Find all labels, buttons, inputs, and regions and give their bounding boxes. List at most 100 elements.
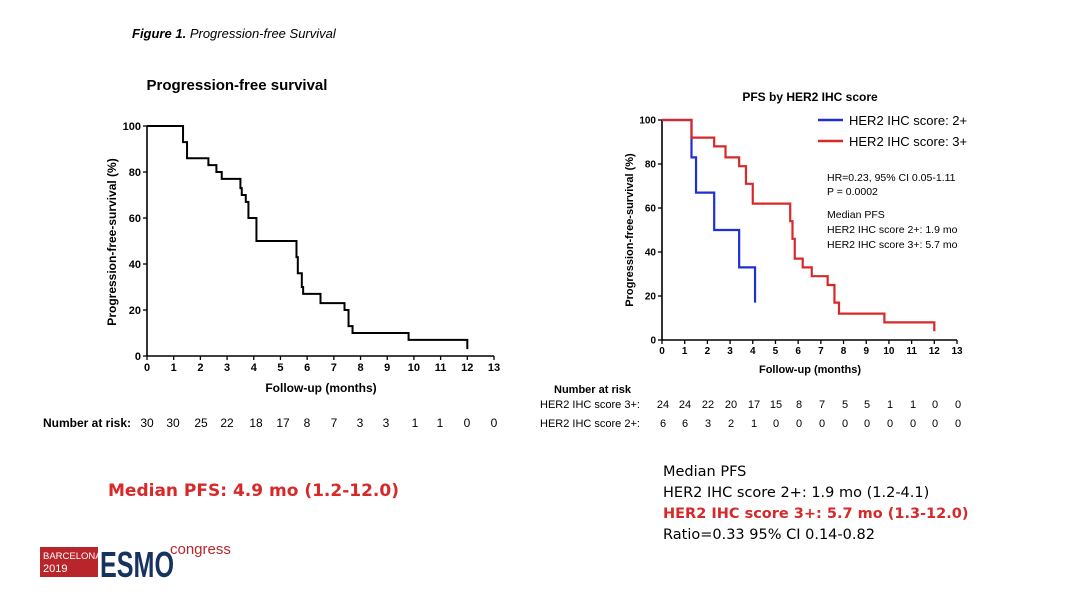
y-tick-label: 20 [129,305,141,317]
x-tick-label: 0 [659,346,665,357]
legend-label: HER2 IHC score: 2+ [849,113,967,128]
x-tick-label: 11 [906,346,917,357]
risk-value: 0 [955,418,961,430]
risk-value: 3 [357,416,364,430]
risk-value: 0 [773,418,779,430]
median-summary-ratio: Ratio=0.33 95% CI 0.14-0.82 [663,527,875,543]
x-axis-label: Follow-up (months) [265,381,376,395]
risk-value: 22 [220,416,234,430]
risk-value: 5 [842,399,848,411]
risk-table-label: Number at risk: [43,416,131,430]
km-curve-2 [662,118,936,332]
risk-row-label-3plus: HER2 IHC score 3+: [540,399,640,411]
figure-number: Figure 1. [132,26,187,41]
y-tick-label: 0 [135,351,141,363]
x-tick-label: 6 [304,362,310,374]
x-tick-label: 9 [863,346,869,357]
y-tick-label: 100 [639,116,656,127]
x-tick-label: 1 [682,346,688,357]
median-pfs-overall: Median PFS: 4.9 mo (1.2-12.0) [108,481,399,501]
x-tick-label: 7 [818,346,824,357]
risk-value: 6 [682,418,688,430]
risk-value: 7 [331,416,338,430]
y-tick-label: 80 [129,167,141,179]
x-tick-label: 9 [384,362,390,374]
pfs-her2-chart: PFS by HER2 IHC score 0 1 2 3 4 5 6 7 8 9 10 11 12 13… [540,90,967,430]
risk-value: 17 [748,399,760,411]
risk-value: 7 [819,399,825,411]
risk-value: 0 [910,418,916,430]
risk-value: 0 [819,418,825,430]
risk-value: 0 [796,418,802,430]
risk-value: 0 [864,418,870,430]
risk-value: 0 [464,416,471,430]
risk-value: 8 [304,416,311,430]
y-axis-label: Progression-free-survival (%) [624,153,636,307]
risk-value: 1 [412,416,419,430]
y-tick-label: 20 [645,292,657,303]
risk-table-header: Number at risk [554,384,632,396]
risk-value: 24 [657,399,669,411]
legend-label: HER2 IHC score: 3+ [849,134,967,149]
risk-value: 1 [910,399,916,411]
pfs-chart: Progression-free survival 0 1 2 3 4 5 6 7 8 9 10 11… [105,77,500,395]
risk-value: 20 [725,399,737,411]
logo-city: BARCELONA [43,551,102,562]
median-summary: Median PFS HER2 IHC score 2+: 1.9 mo (1.… [663,462,968,546]
x-tick-label: 12 [929,346,941,357]
km-curve-1 [147,125,469,350]
y-tick-label: 80 [645,160,657,171]
logo-suffix: congress [170,541,231,558]
x-tick-label: 2 [197,362,203,374]
chart-annotation: Median PFS [827,209,885,221]
risk-value: 5 [864,399,870,411]
x-tick-label: 5 [773,346,779,357]
chart-annotation: HER2 IHC score 3+: 5.7 mo [827,239,958,251]
risk-value: 0 [842,418,848,430]
chart-title: Progression-free survival [147,77,328,94]
chart-annotation: HER2 IHC score 2+: 1.9 mo [827,224,958,236]
chart-annotation: HR=0.23, 95% CI 0.05-1.11 [827,172,956,184]
x-tick-label: 2 [705,346,711,357]
risk-value: 0 [887,418,893,430]
risk-value: 1 [751,418,757,430]
chart-annotation: P = 0.0002 [827,186,878,198]
risk-value: 30 [140,416,154,430]
x-tick-label: 8 [357,362,363,374]
x-tick-label: 10 [408,362,420,374]
risk-value: 1 [437,416,444,430]
risk-value: 6 [660,418,666,430]
median-summary-2plus: HER2 IHC score 2+: 1.9 mo (1.2-4.1) [663,485,930,501]
x-tick-label: 11 [435,362,447,374]
logo-brand: ESMO [100,544,174,580]
risk-table: Number at risk: 30 30 25 22 18 17 8 7 3 3 1 1 0 0 [43,416,498,430]
risk-value: 8 [796,399,802,411]
x-tick-label: 7 [331,362,337,374]
risk-value: 0 [491,416,498,430]
x-tick-label: 3 [224,362,230,374]
x-tick-label: 10 [883,346,895,357]
risk-value: 22 [702,399,714,411]
logo-red-block [40,547,98,577]
risk-value: 3 [383,416,390,430]
logo-year: 2019 [43,563,67,575]
risk-row-label-2plus: HER2 IHC score 2+: [540,418,640,430]
x-tick-label: 8 [841,346,847,357]
y-tick-label: 0 [650,336,656,347]
risk-value: 1 [887,399,893,411]
x-tick-label: 4 [750,346,756,357]
risk-value: 15 [770,399,782,411]
chart-title: PFS by HER2 IHC score [742,90,878,104]
y-axis-label: Progression-free-survival (%) [105,158,119,325]
risk-value: 24 [679,399,691,411]
x-tick-label: 13 [951,346,963,357]
x-tick-label: 3 [727,346,733,357]
risk-value: 3 [705,418,711,430]
x-tick-label: 6 [795,346,801,357]
y-tick-label: 60 [129,213,141,225]
risk-value: 0 [932,399,938,411]
risk-value: 0 [955,399,961,411]
risk-value: 17 [276,416,290,430]
x-tick-label: 5 [277,362,283,374]
figure-caption: Progression-free Survival [189,26,336,41]
